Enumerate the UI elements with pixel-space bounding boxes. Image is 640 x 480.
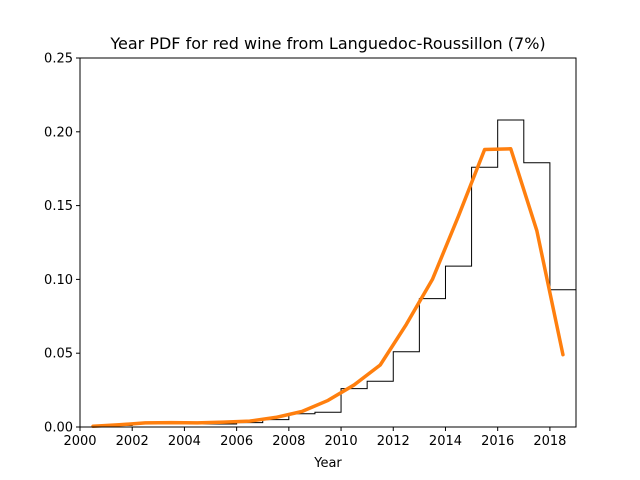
y-tick-label: 0.25 xyxy=(44,52,73,67)
y-tick-label: 0.00 xyxy=(44,421,73,436)
density-line xyxy=(91,147,565,429)
x-axis: 2000 2002 2004 2006 2008 2010 2012 2014 2016 2018 xyxy=(63,427,566,449)
chart-title: Year PDF for red wine from Languedoc-Rou… xyxy=(109,34,545,53)
x-tick-label: 2006 xyxy=(220,434,253,449)
x-tick-label: 2002 xyxy=(116,434,149,449)
x-axis-label: Year xyxy=(313,456,342,471)
y-tick-label: 0.20 xyxy=(44,125,73,140)
y-tick-label: 0.05 xyxy=(44,347,73,362)
y-tick-label: 0.15 xyxy=(44,199,73,214)
histogram-steps xyxy=(80,119,577,428)
x-tick-label: 2010 xyxy=(325,434,358,449)
y-tick-label: 0.10 xyxy=(44,273,73,288)
x-tick-label: 2014 xyxy=(429,434,462,449)
plot-area xyxy=(80,119,577,429)
x-tick-label: 2016 xyxy=(481,434,514,449)
y-axis: 0.00 0.05 0.10 0.15 0.20 0.25 xyxy=(44,52,80,436)
x-tick-label: 2012 xyxy=(377,434,410,449)
x-tick-label: 2000 xyxy=(63,434,96,449)
plot-frame xyxy=(79,57,577,428)
x-tick-label: 2008 xyxy=(272,434,305,449)
x-tick-label: 2018 xyxy=(533,434,566,449)
x-tick-label: 2004 xyxy=(168,434,201,449)
